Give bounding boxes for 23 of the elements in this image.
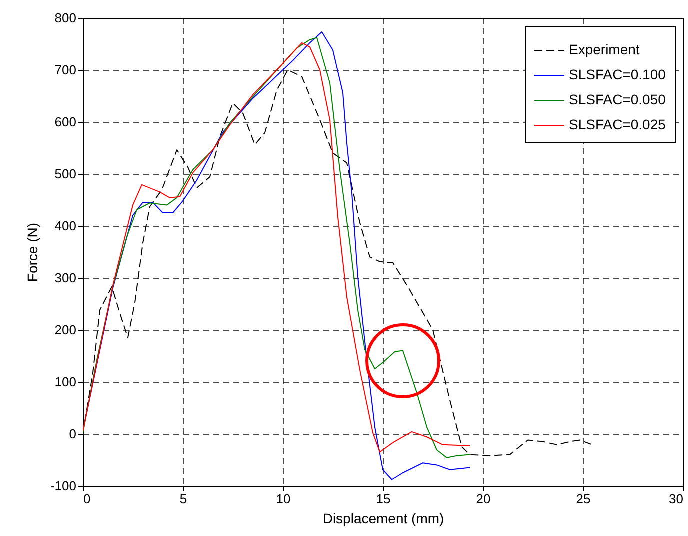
x-tick-label: 25 [576,492,591,506]
x-tick-label: 0 [84,492,91,506]
legend-label: SLSFAC=0.100 [569,66,666,82]
y-tick-label: 700 [54,62,76,78]
legend-label: Experiment [569,42,640,58]
x-tick-label: 30 [669,492,684,506]
y-tick-label: 100 [54,374,76,390]
y-tick-label: 800 [54,10,76,26]
y-tick-label: 0 [69,426,76,442]
y-tick-label: 400 [54,218,76,234]
y-axis-title: Force (N) [24,222,40,282]
y-tick-label: 600 [54,114,76,130]
x-tick-label: 10 [276,492,291,506]
legend-label: SLSFAC=0.050 [569,92,666,108]
x-tick-label: 20 [476,492,491,506]
x-axis-title: Displacement (mm) [322,510,444,526]
x-tick-label: 15 [376,492,391,506]
y-tick-label: -100 [50,478,76,494]
y-tick-label: 200 [54,322,76,338]
legend-label: SLSFAC=0.025 [569,116,666,132]
x-tick-label: 5 [180,492,188,506]
y-tick-label: 300 [54,270,76,286]
y-tick-label: 500 [54,166,76,182]
